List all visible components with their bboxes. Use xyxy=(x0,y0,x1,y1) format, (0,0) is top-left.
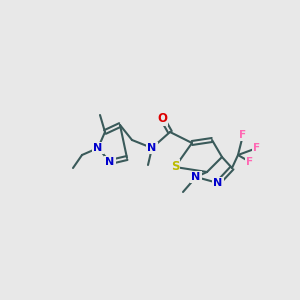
Text: F: F xyxy=(239,130,247,140)
Text: S: S xyxy=(171,160,179,173)
Text: N: N xyxy=(147,143,157,153)
Text: F: F xyxy=(254,143,261,153)
Text: N: N xyxy=(191,172,201,182)
Text: O: O xyxy=(157,112,167,124)
Text: N: N xyxy=(105,157,115,167)
Text: N: N xyxy=(93,143,103,153)
Text: N: N xyxy=(213,178,223,188)
Text: F: F xyxy=(246,157,254,167)
